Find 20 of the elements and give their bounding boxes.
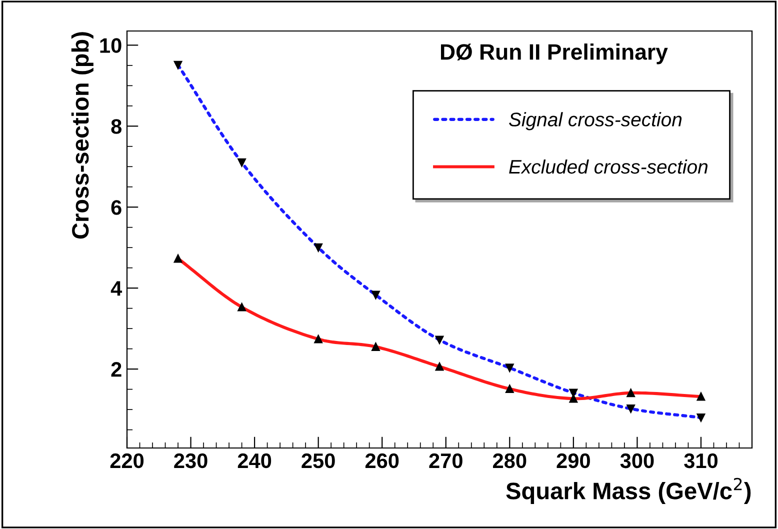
x-tick-label: 290 [556,453,590,468]
x-tick-label: 280 [493,453,526,468]
x-tick-label: 220 [110,453,144,468]
x-tick-label: 260 [365,453,399,468]
y-tick-label: 6 [111,200,122,215]
x-tick-label: 310 [684,453,718,468]
legend-label: Signal cross-section [509,112,682,130]
x-axis-title: Squark Mass (GeV/c$^{2}$) [506,478,751,504]
y-tick-label: 2 [111,362,122,377]
legend-label: Excluded cross-section [509,159,708,174]
x-tick-label: 250 [302,453,335,468]
y-tick-label: 10 [100,38,122,53]
x-tick-label: 240 [238,453,272,468]
x-tick-label: 270 [429,453,462,468]
y-tick-label: 8 [111,119,122,134]
text: DØ Run II Preliminary [440,44,668,64]
y-axis-title: Cross-section (pb) [71,32,94,239]
x-tick-label: 300 [620,453,654,468]
y-tick-label: 4 [110,281,122,296]
x-tick-label: 230 [174,453,208,468]
